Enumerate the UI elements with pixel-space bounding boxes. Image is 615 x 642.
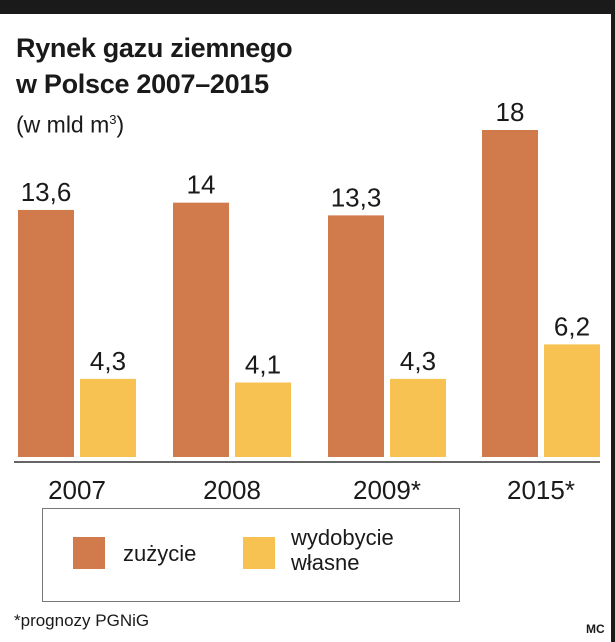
data-label: 13,3 <box>331 182 382 212</box>
data-label: 18 <box>496 97 525 127</box>
right-rule <box>611 0 615 642</box>
legend: zużycie wydobycie własne <box>42 508 460 602</box>
data-label: 4,1 <box>245 350 281 380</box>
subtitle-superscript: 3 <box>109 112 117 127</box>
x-tick-label: 2015* <box>507 475 575 505</box>
data-label: 14 <box>187 170 216 200</box>
bar-wydobycie-2008 <box>235 382 291 457</box>
legend-swatch-zuzycie <box>73 537 105 569</box>
data-label: 6,2 <box>554 311 590 341</box>
legend-label-wydobycie-line1: wydobycie <box>291 525 394 550</box>
chart-title: Rynek gazu ziemnego w Polsce 2007–2015 <box>16 30 293 102</box>
legend-label-wydobycie-line2: własne <box>291 550 360 575</box>
data-label: 13,6 <box>21 177 72 207</box>
bar-wydobycie-2007 <box>80 378 136 457</box>
data-label: 4,3 <box>400 346 436 376</box>
bar-wydobycie-2015 <box>544 344 600 457</box>
legend-label-wydobycie: wydobycie własne <box>291 525 394 575</box>
chart-subtitle: (w mld m3) <box>16 106 124 139</box>
legend-swatch-wydobycie <box>243 537 275 569</box>
credit: MC <box>586 622 605 636</box>
title-line-1: Rynek gazu ziemnego <box>16 33 293 63</box>
bar-zuzycie-2015 <box>482 130 538 457</box>
bar-zuzycie-2007 <box>18 209 74 457</box>
data-label: 4,3 <box>90 346 126 376</box>
footnote: *prognozy PGNiG <box>14 611 150 630</box>
bar-wydobycie-2009 <box>390 378 446 457</box>
subtitle-prefix: (w mld m <box>16 111 110 138</box>
top-rule <box>0 0 615 14</box>
title-line-2: w Polsce 2007–2015 <box>16 69 269 99</box>
x-tick-label: 2009* <box>353 475 421 505</box>
x-tick-label: 2007 <box>48 475 106 505</box>
legend-label-zuzycie: zużycie <box>123 541 197 566</box>
bar-zuzycie-2009 <box>328 215 384 457</box>
bar-zuzycie-2008 <box>173 202 229 457</box>
x-tick-label: 2008 <box>203 475 261 505</box>
subtitle-suffix: ) <box>116 111 125 138</box>
